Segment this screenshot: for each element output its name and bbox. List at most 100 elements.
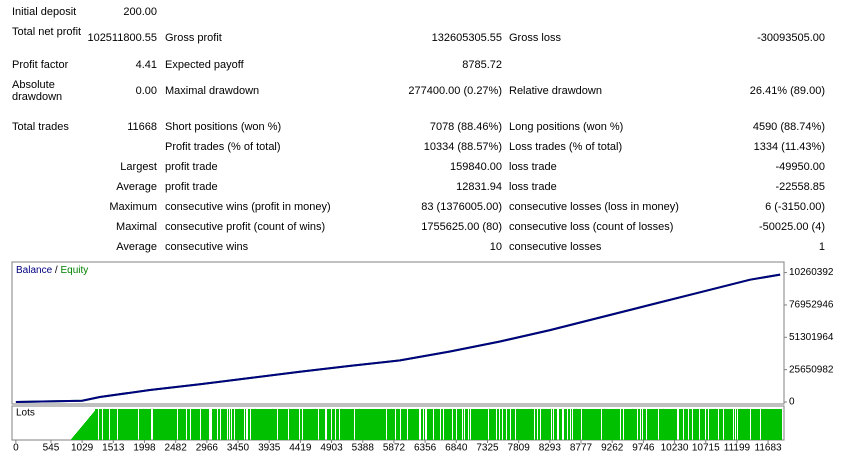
lots-bar <box>736 409 737 440</box>
lots-bar <box>603 409 604 440</box>
lots-bar <box>191 409 192 440</box>
lots-bar <box>608 409 609 440</box>
lots-bar <box>208 409 209 440</box>
lots-bar <box>115 409 116 440</box>
lots-bar <box>374 409 375 440</box>
lots-bar <box>627 409 628 440</box>
lots-bar <box>204 409 205 440</box>
lots-bar <box>622 409 623 440</box>
lots-bar <box>305 409 306 440</box>
lots-bar <box>349 409 350 440</box>
lots-bar <box>662 409 663 440</box>
lots-bar <box>183 409 184 440</box>
lots-bar <box>206 409 207 440</box>
lots-bar <box>237 409 238 440</box>
lots-bar <box>120 409 121 440</box>
lots-bar <box>606 409 607 440</box>
lots-bar <box>194 409 195 440</box>
lots-bar <box>161 409 162 440</box>
lots-bar <box>274 409 275 440</box>
lots-bar <box>81 426 82 440</box>
lots-bar <box>524 409 525 440</box>
lots-bar <box>493 409 494 440</box>
lots-bar <box>491 409 492 440</box>
lots-bar <box>309 409 310 440</box>
lots-bar <box>485 409 486 440</box>
lots-bar <box>516 409 517 440</box>
lots-bar <box>189 409 190 440</box>
lots-bar <box>313 409 314 440</box>
lots-bar <box>396 409 397 440</box>
lots-bar <box>775 409 776 440</box>
lots-bar <box>479 409 480 440</box>
lots-bar <box>282 409 283 440</box>
lots-bar <box>431 409 432 440</box>
lots-bar <box>375 409 376 440</box>
y-tick-label: 25650982 <box>789 364 834 375</box>
table-cell: Profit factor <box>12 59 69 71</box>
lots-bars <box>71 409 782 440</box>
lots-bar <box>294 409 295 440</box>
lots-bar <box>673 409 674 440</box>
table-cell: Total net profit <box>12 26 82 38</box>
lots-bar <box>700 409 701 440</box>
lots-bar <box>382 409 383 440</box>
lots-bar <box>202 409 203 440</box>
lots-bar <box>77 431 78 440</box>
lots-bar <box>371 409 372 440</box>
lots-bar <box>201 409 202 440</box>
lots-bar <box>182 409 183 440</box>
lots-bar <box>643 409 644 440</box>
lots-bar <box>778 409 779 440</box>
lots-bar <box>682 409 683 440</box>
lots-bar <box>722 409 723 440</box>
lots-bar <box>243 409 244 440</box>
lots-bar <box>154 409 155 440</box>
lots-bar <box>514 409 515 440</box>
table-cell: profit trade <box>165 161 218 173</box>
lots-bar <box>498 409 499 440</box>
table-cell: Maximal drawdown <box>165 85 260 97</box>
lots-bar <box>157 409 158 440</box>
lots-bar <box>213 409 214 440</box>
lots-bar <box>196 409 197 440</box>
lots-bar <box>364 409 365 440</box>
lots-bar <box>290 409 291 440</box>
lots-bar <box>162 409 163 440</box>
lots-bar <box>372 409 373 440</box>
lots-bar <box>656 409 657 440</box>
lots-bar <box>636 409 637 440</box>
x-tick-label: 2966 <box>196 443 219 454</box>
lots-bar <box>432 409 433 440</box>
lots-bar <box>125 409 126 440</box>
lots-bar <box>591 409 592 440</box>
lots-bar <box>307 409 308 440</box>
lots-bar <box>763 409 764 440</box>
lots-bar <box>674 409 675 440</box>
lots-bar <box>337 409 338 440</box>
lots-bar <box>236 409 237 440</box>
lots-bar <box>458 409 459 440</box>
table-cell: 132605305.55 <box>431 32 502 44</box>
lots-bar <box>380 409 381 440</box>
lots-bar <box>657 409 658 440</box>
lots-bar <box>697 409 698 440</box>
table-cell: -50025.00 (4) <box>758 221 825 233</box>
lots-bar <box>327 409 328 440</box>
lots-bar <box>635 409 636 440</box>
lots-bar <box>405 409 406 440</box>
lots-bar <box>212 409 213 440</box>
lots-bar <box>267 409 268 440</box>
table-cell: Maximal <box>116 221 157 233</box>
series-line <box>15 273 781 403</box>
lots-bar <box>645 409 646 440</box>
lots-bar <box>103 409 104 440</box>
lots-bar <box>434 409 435 440</box>
lots-bar <box>111 409 112 440</box>
lots-bar <box>225 409 226 440</box>
lots-bar <box>160 409 161 440</box>
lots-bar <box>279 409 280 440</box>
lots-bar <box>574 409 575 440</box>
lots-bar <box>507 409 508 440</box>
x-tick-label: 8293 <box>539 443 562 454</box>
